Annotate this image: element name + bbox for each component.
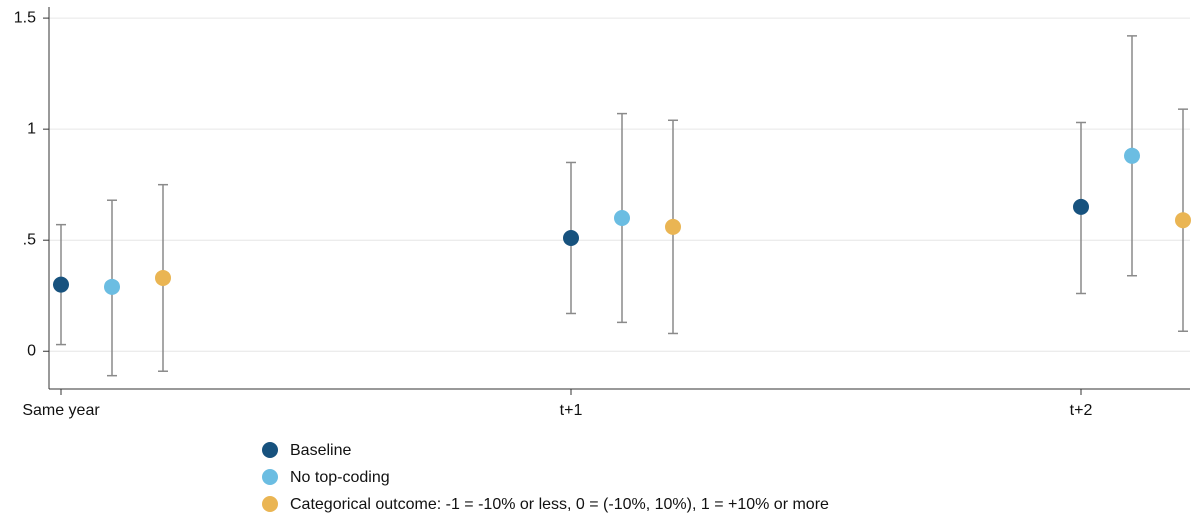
y-tick-label: .5 xyxy=(23,231,36,248)
legend-marker xyxy=(262,442,278,458)
x-tick-label: t+2 xyxy=(1070,402,1093,419)
point xyxy=(53,276,69,293)
legend-label: No top-coding xyxy=(290,469,390,486)
point xyxy=(665,218,681,235)
point xyxy=(104,278,120,295)
legend-marker xyxy=(262,469,278,485)
point xyxy=(1124,147,1140,164)
legend-marker xyxy=(262,496,278,512)
point xyxy=(614,209,630,226)
legend-label: Baseline xyxy=(290,442,351,459)
legend-label: Categorical outcome: -1 = -10% or less, … xyxy=(290,496,829,513)
x-tick-label: Same year xyxy=(22,402,100,419)
y-tick-label: 1 xyxy=(27,120,36,137)
y-tick-label: 0 xyxy=(27,342,36,359)
point xyxy=(1175,212,1191,229)
point xyxy=(563,229,579,246)
y-tick-label: 1.5 xyxy=(14,9,36,26)
point xyxy=(1073,198,1089,215)
point xyxy=(155,269,171,286)
x-tick-label: t+1 xyxy=(560,402,583,419)
